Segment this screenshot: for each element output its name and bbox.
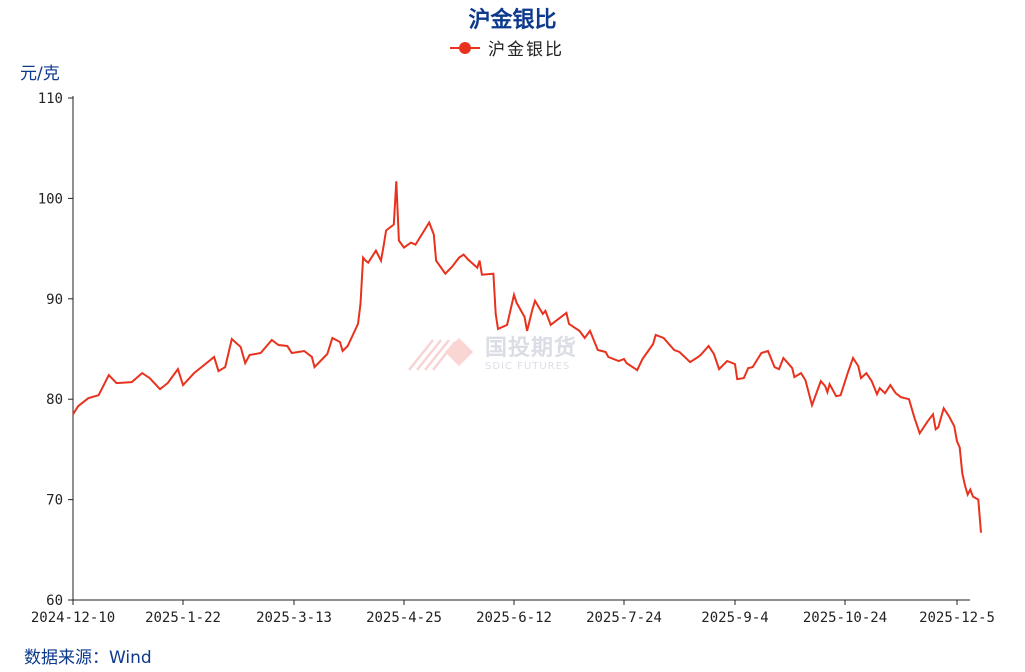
x-tick-label: 2025-4-25 xyxy=(366,610,442,626)
y-tick-label: 100 xyxy=(38,191,63,207)
y-tick-label: 60 xyxy=(46,593,63,609)
x-tick-label: 2025-6-12 xyxy=(476,610,552,626)
y-tick-label: 110 xyxy=(38,91,63,107)
sdic-logo-icon xyxy=(408,337,474,371)
legend-line-marker-icon xyxy=(450,41,480,55)
y-tick-label: 80 xyxy=(46,392,63,408)
x-tick-label: 2025-3-13 xyxy=(256,610,332,626)
legend-label: 沪金银比 xyxy=(488,40,564,60)
data-source: 数据来源：Wind xyxy=(24,648,152,668)
watermark: 国投期货 SDIC FUTURES xyxy=(405,334,577,374)
x-tick-label: 2025-7-24 xyxy=(586,610,662,626)
chart-legend[interactable]: 沪金银比 xyxy=(450,35,564,60)
x-tick-label: 2025-10-24 xyxy=(803,610,887,626)
y-axis-ticks: 60 70 80 90 100 110 xyxy=(38,91,73,609)
y-tick-label: 90 xyxy=(46,292,63,308)
watermark-cn: 国投期货 xyxy=(485,335,578,361)
series-line-gold-silver-ratio xyxy=(72,181,982,533)
x-tick-label: 2025-1-22 xyxy=(145,610,221,626)
x-tick-label: 2024-12-10 xyxy=(31,610,115,626)
x-tick-label: 2025-9-4 xyxy=(701,610,768,626)
x-tick-label: 2025-12-5 xyxy=(919,610,995,626)
y-tick-label: 70 xyxy=(46,493,63,509)
y-axis-unit: 元/克 xyxy=(20,64,60,84)
chart-title: 沪金银比 xyxy=(468,8,557,33)
x-axis-ticks: 2024-12-10 2025-1-22 2025-3-13 2025-4-25 202… xyxy=(31,600,995,626)
watermark-en: SDIC FUTURES xyxy=(485,360,571,372)
chart-axes xyxy=(72,96,970,601)
